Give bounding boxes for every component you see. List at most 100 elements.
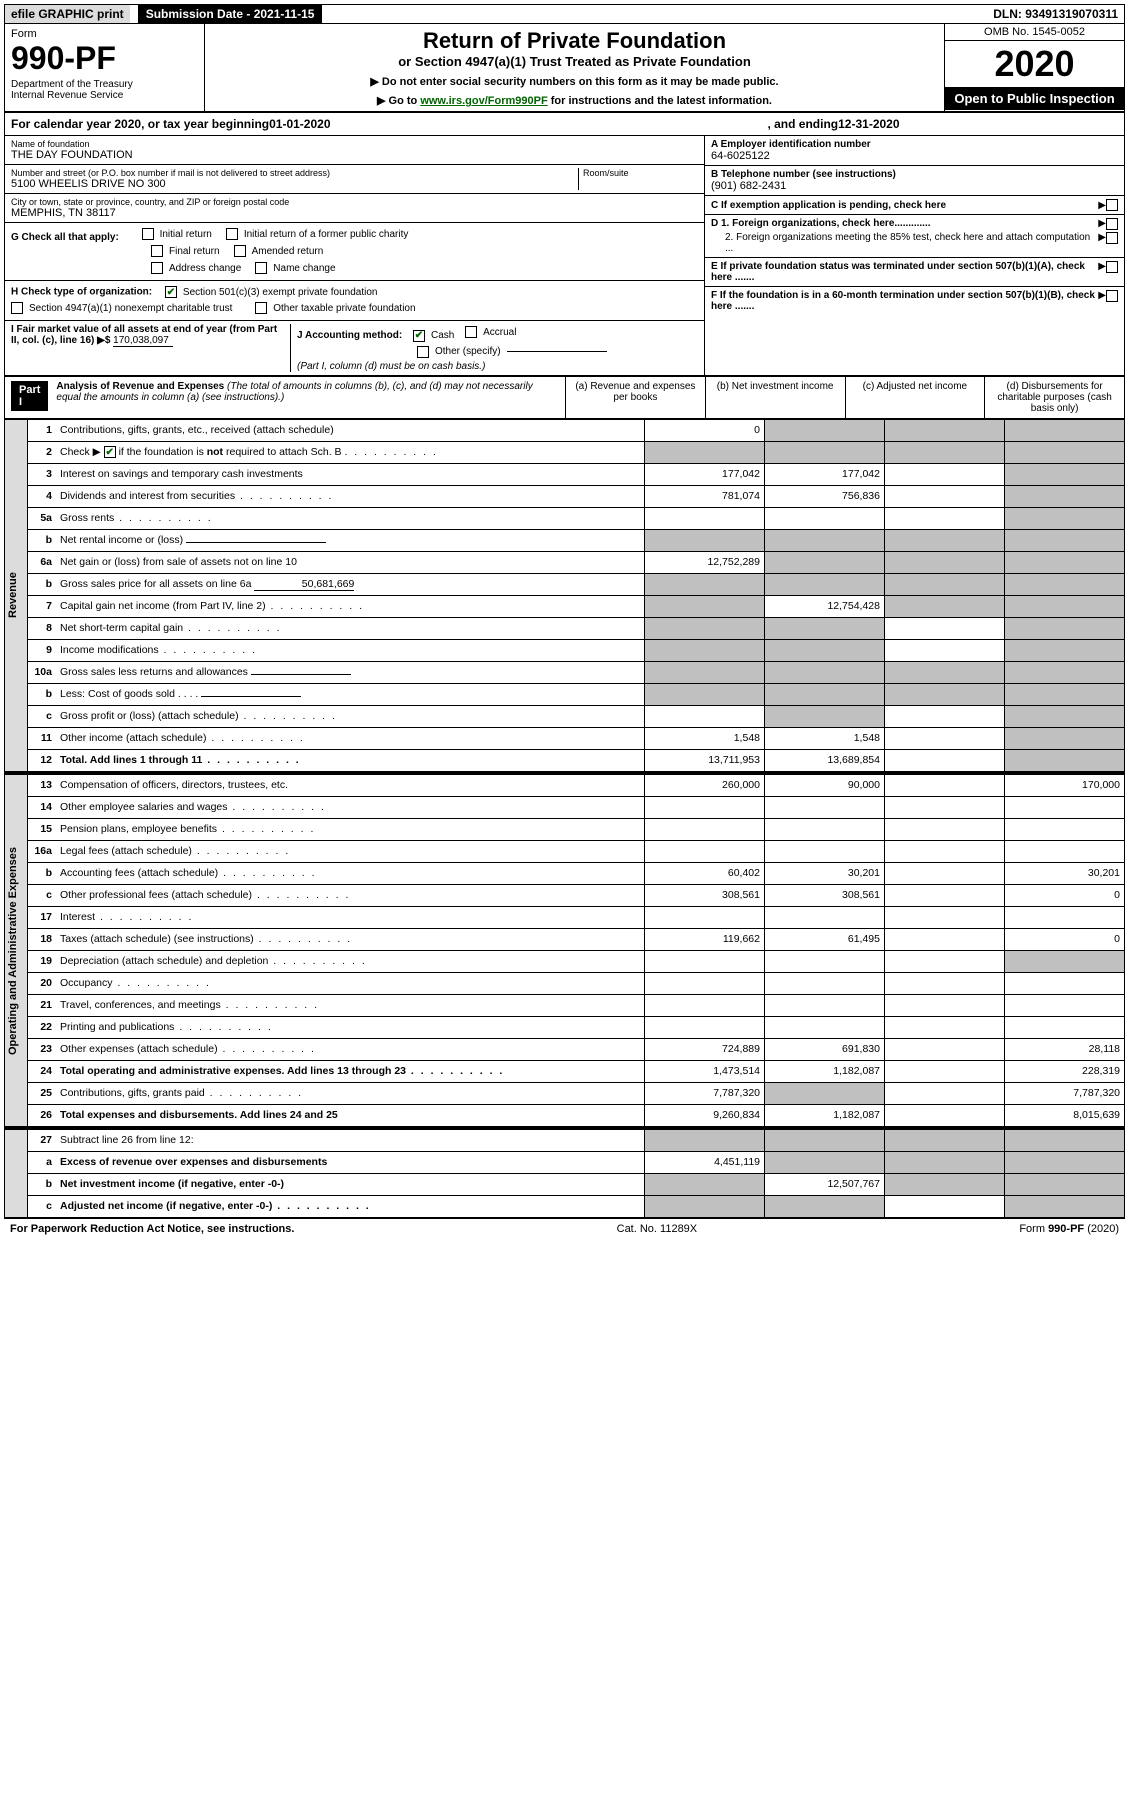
- line-desc: Legal fees (attach schedule): [56, 840, 645, 862]
- g-final[interactable]: Final return: [151, 243, 220, 259]
- g-opt-5: Name change: [273, 263, 335, 274]
- line-desc: Other professional fees (attach schedule…: [56, 884, 645, 906]
- g-name[interactable]: Name change: [255, 260, 335, 276]
- row-10b: bLess: Cost of goods sold . . . .: [28, 683, 1125, 705]
- amt-c: [885, 1038, 1005, 1060]
- line-desc: Other income (attach schedule): [56, 727, 645, 749]
- amt-d: 228,319: [1005, 1060, 1125, 1082]
- lineno: 13: [28, 774, 56, 796]
- amt-b: 1,182,087: [765, 1104, 885, 1126]
- j-cash-label: Cash: [431, 330, 454, 341]
- inline-value: 50,681,669: [254, 578, 354, 591]
- checkbox-icon[interactable]: [1106, 218, 1118, 230]
- amt-c: [885, 463, 1005, 485]
- row-15: 15Pension plans, employee benefits: [28, 818, 1125, 840]
- amt-c: [885, 419, 1005, 441]
- inline-blank: [251, 674, 351, 675]
- j-accrual-label: Accrual: [483, 327, 516, 338]
- amt-d: [1005, 595, 1125, 617]
- note2-post: for instructions and the latest informat…: [548, 95, 772, 107]
- amt-b: [765, 573, 885, 595]
- amt-a: [645, 529, 765, 551]
- h-opt2[interactable]: Section 4947(a)(1) nonexempt charitable …: [11, 300, 232, 316]
- checkbox-icon: [465, 326, 477, 338]
- amt-d: [1005, 551, 1125, 573]
- cal-pre: For calendar year 2020, or tax year begi…: [11, 117, 269, 131]
- amt-a: [645, 639, 765, 661]
- foundation-name-cell: Name of foundation THE DAY FOUNDATION: [5, 136, 704, 165]
- row-4: 4Dividends and interest from securities7…: [28, 485, 1125, 507]
- line-desc: Net rental income or (loss): [56, 529, 645, 551]
- lineno: b: [28, 573, 56, 595]
- amt-d: [1005, 683, 1125, 705]
- entity-left: Name of foundation THE DAY FOUNDATION Nu…: [5, 136, 704, 375]
- amt-a: [645, 796, 765, 818]
- line-desc: Accounting fees (attach schedule): [56, 862, 645, 884]
- arrow-icon: ▶: [1098, 232, 1106, 254]
- amt-b: [765, 1151, 885, 1173]
- checkbox-icon[interactable]: [1106, 232, 1118, 244]
- amt-c: [885, 529, 1005, 551]
- amt-b: [765, 994, 885, 1016]
- checkbox-icon: [151, 262, 163, 274]
- amt-c: [885, 727, 1005, 749]
- g-initial-former[interactable]: Initial return of a former public charit…: [226, 226, 409, 242]
- amt-b: 691,830: [765, 1038, 885, 1060]
- amt-b: [765, 419, 885, 441]
- lineno: 17: [28, 906, 56, 928]
- g-initial[interactable]: Initial return: [142, 226, 212, 242]
- page-footer: For Paperwork Reduction Act Notice, see …: [4, 1218, 1125, 1239]
- row-18: 18Taxes (attach schedule) (see instructi…: [28, 928, 1125, 950]
- lineno: b: [28, 1173, 56, 1195]
- calendar-year-row: For calendar year 2020, or tax year begi…: [4, 113, 1125, 136]
- lineno: b: [28, 683, 56, 705]
- d2-label: 2. Foreign organizations meeting the 85%…: [711, 232, 1098, 254]
- line-desc: Interest: [56, 906, 645, 928]
- amt-b: [765, 639, 885, 661]
- amt-c: [885, 994, 1005, 1016]
- form990pf-link[interactable]: www.irs.gov/Form990PF: [420, 95, 547, 107]
- lineno: b: [28, 529, 56, 551]
- line-desc: Gross sales less returns and allowances: [56, 661, 645, 683]
- h-opt1[interactable]: Section 501(c)(3) exempt private foundat…: [165, 284, 378, 300]
- row-9: 9Income modifications: [28, 639, 1125, 661]
- amt-a: 260,000: [645, 774, 765, 796]
- amt-a: 781,074: [645, 485, 765, 507]
- ein-label: A Employer identification number: [711, 139, 1118, 150]
- amt-d: 170,000: [1005, 774, 1125, 796]
- d1-label: D 1. Foreign organizations, check here..…: [711, 218, 1098, 230]
- amt-a: 1,473,514: [645, 1060, 765, 1082]
- g-amended[interactable]: Amended return: [234, 243, 324, 259]
- note-2: ▶ Go to www.irs.gov/Form990PF for instru…: [215, 94, 934, 107]
- amt-b: [765, 950, 885, 972]
- checkbox-icon[interactable]: [1106, 261, 1118, 273]
- checkbox-icon: [151, 245, 163, 257]
- row-6a: 6aNet gain or (loss) from sale of assets…: [28, 551, 1125, 573]
- line27-section: 27Subtract line 26 from line 12: aExcess…: [4, 1127, 1125, 1218]
- j-other[interactable]: Other (specify): [417, 344, 607, 360]
- footer-right: Form 990-PF (2020): [1019, 1223, 1119, 1235]
- city-cell: City or town, state or province, country…: [5, 194, 704, 223]
- amt-a: [645, 683, 765, 705]
- checkbox-icon[interactable]: [1106, 199, 1118, 211]
- amt-c: [885, 1016, 1005, 1038]
- efile-label: efile GRAPHIC print: [5, 5, 130, 23]
- checkbox-checked-icon: [104, 446, 116, 458]
- lineno: 12: [28, 749, 56, 771]
- line27-table: 27Subtract line 26 from line 12: aExcess…: [28, 1129, 1125, 1218]
- amt-d: [1005, 749, 1125, 771]
- row-3: 3Interest on savings and temporary cash …: [28, 463, 1125, 485]
- row-16c: cOther professional fees (attach schedul…: [28, 884, 1125, 906]
- row-10c: cGross profit or (loss) (attach schedule…: [28, 705, 1125, 727]
- j-accrual[interactable]: Accrual: [465, 324, 516, 340]
- h-opt3[interactable]: Other taxable private foundation: [255, 300, 415, 316]
- checkbox-icon[interactable]: [1106, 290, 1118, 302]
- g-address[interactable]: Address change: [151, 260, 241, 276]
- city-state-zip: MEMPHIS, TN 38117: [11, 207, 698, 219]
- amt-b: 61,495: [765, 928, 885, 950]
- j-cash[interactable]: Cash: [413, 328, 454, 344]
- amt-c: [885, 1104, 1005, 1126]
- amt-a: 0: [645, 419, 765, 441]
- footer-mid: Cat. No. 11289X: [617, 1223, 698, 1235]
- row-8: 8Net short-term capital gain: [28, 617, 1125, 639]
